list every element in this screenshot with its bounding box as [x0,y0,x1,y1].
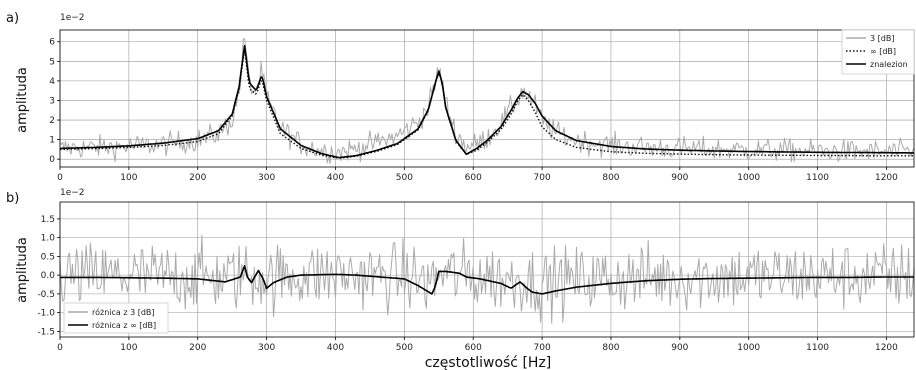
panel-a-ticks: 0 100 200 300 400 500 600 700 800 900 1000 1100 1200… [49,38,898,183]
tick-label-x: 0 [57,343,63,353]
legend-a-label-3db: 3 [dB] [870,34,894,43]
panel-a-label: a) [6,11,19,26]
series-line-a-2 [60,44,914,159]
tick-label-y: 0 [49,155,55,165]
tick-label-x: 500 [396,343,413,353]
panel-b-legend: różnica z 3 [dB] różnica z ∞ [dB] [63,302,169,334]
tick-label-x: 1100 [806,343,829,353]
legend-b-box [63,302,169,334]
tick-label-x: 200 [189,343,206,353]
series-line-b-0 [59,234,915,324]
panel-a-grid [59,30,914,167]
tick-label-x: 100 [120,343,137,353]
tick-label-y: 6 [49,38,55,48]
tick-label-y: 0.0 [41,271,56,281]
panel-b-xlabel: częstotliwość [Hz] [425,355,552,370]
tick-label-x: 600 [465,173,482,183]
tick-label-x: 1000 [737,343,760,353]
legend-a-label-inf: ∞ [dB] [870,47,896,56]
tick-label-y: 5 [49,57,55,67]
tick-label-x: 1000 [737,173,760,183]
tick-label-x: 700 [534,343,551,353]
tick-label-x: 100 [120,173,137,183]
panel-b-grid [59,202,914,337]
tick-label-x: 600 [465,343,482,353]
series-line-b-1 [60,264,914,295]
tick-label-x: 300 [258,173,275,183]
legend-b-label-inf: różnica z ∞ [dB] [92,320,156,330]
panel-b-ylabel: amplituda [15,237,30,303]
series-line-a-0 [59,38,915,165]
legend-a-label-found: znalezion [870,60,908,69]
tick-label-x: 300 [258,343,275,353]
tick-label-y: 4 [49,77,55,87]
tick-label-x: 0 [57,173,63,183]
tick-label-x: 900 [671,343,688,353]
series-line-a-1 [60,48,914,159]
tick-label-x: 1100 [806,173,829,183]
panel-a: a) amplituda 1e−2 0 100 200 300 400 500 600 700… [6,11,915,183]
tick-label-y: 2 [49,116,55,126]
tick-label-x: 400 [327,343,344,353]
tick-label-x: 900 [671,173,688,183]
panel-a-frame [59,29,915,168]
tick-label-x: 400 [327,173,344,183]
panel-b-ticks: 0 100 200 300 400 500 600 700 800 900 1000 1100 1200… [37,215,898,353]
legend-b-label-3db: różnica z 3 [dB] [92,307,155,317]
tick-label-x: 500 [396,173,413,183]
tick-label-y: 1 [49,136,55,146]
panel-b: b) amplituda 1e−2 0 100 200 300 400 500 600 700… [6,188,915,370]
tick-label-x: 800 [602,343,619,353]
panel-b-offset-text: 1e−2 [60,188,85,198]
tick-label-y: 1.5 [41,215,55,225]
panel-b-series [59,234,915,324]
tick-label-y: -1.0 [37,309,55,319]
panel-b-frame [59,201,915,338]
tick-label-y: -1.5 [37,327,55,337]
panel-a-legend: 3 [dB] ∞ [dB] znalezion [841,29,915,75]
tick-label-y: 0.5 [41,252,55,262]
tick-label-x: 700 [534,173,551,183]
tick-label-x: 800 [602,173,619,183]
tick-label-x: 200 [189,173,206,183]
tick-label-x: 1200 [875,343,898,353]
panel-a-offset-text: 1e−2 [60,13,85,23]
tick-label-y: -0.5 [37,290,55,300]
tick-label-y: 3 [49,96,55,106]
panel-a-series [59,38,915,165]
panel-a-ylabel: amplituda [15,67,30,133]
tick-label-y: 1.0 [41,234,56,244]
panel-b-label: b) [6,191,19,206]
tick-label-x: 1200 [875,173,898,183]
